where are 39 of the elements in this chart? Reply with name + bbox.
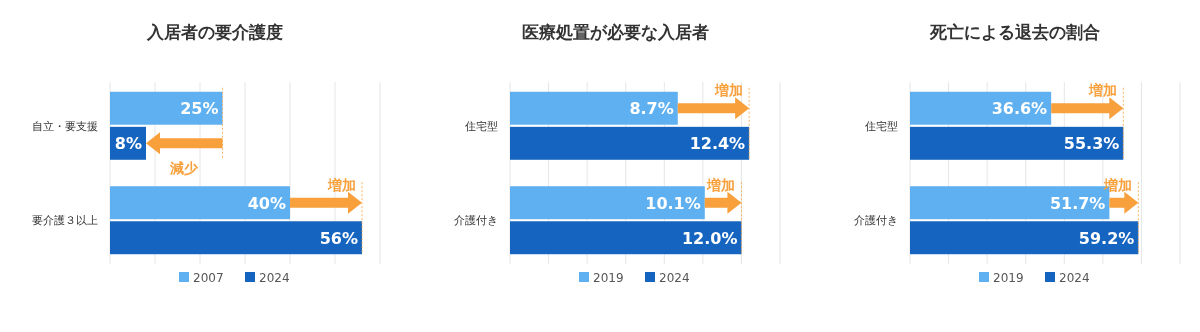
bar (110, 91, 223, 125)
bar (910, 126, 1124, 160)
data-label: 10.1% (645, 193, 701, 213)
legend-label: 2019 (993, 271, 1024, 285)
data-label: 25% (180, 99, 219, 119)
chart-title: 医療処置が必要な入居者 (521, 22, 709, 42)
bar (910, 221, 1139, 255)
legend-label: 2024 (1059, 271, 1090, 285)
annotation: 減少 (169, 160, 200, 177)
data-label: 55.3% (1063, 134, 1120, 154)
legend-label: 2024 (259, 271, 290, 285)
chart-title: 死亡による退去の割合 (929, 22, 1100, 42)
bar (510, 221, 742, 255)
y-tick-label: 住宅型 (465, 119, 498, 133)
annotation: 増加 (714, 82, 744, 99)
data-label: 12.4% (689, 134, 746, 154)
data-label: 51.7% (1049, 193, 1106, 213)
bar (510, 126, 750, 160)
data-label: 36.6% (991, 99, 1048, 119)
y-tick-label: 介護付き (454, 214, 498, 228)
data-label: 59.2% (1078, 228, 1135, 248)
legend-label: 2007 (193, 271, 224, 285)
data-label: 40% (247, 193, 286, 213)
data-label: 8% (114, 134, 142, 154)
data-label: 56% (319, 228, 358, 248)
annotation: 増加 (1103, 176, 1133, 193)
legend-label: 2024 (659, 271, 690, 285)
annotation: 増加 (706, 176, 736, 193)
annotation: 増加 (327, 176, 356, 193)
annotation: 増加 (1088, 82, 1118, 99)
data-label: 8.7% (629, 99, 674, 119)
data-label: 12.0% (681, 228, 738, 248)
bar (110, 221, 362, 255)
y-tick-label: 住宅型 (865, 119, 898, 133)
legend-label: 2019 (593, 271, 624, 285)
y-tick-label: 要介護３以上 (32, 214, 98, 228)
chart-title: 入居者の要介護度 (146, 22, 283, 42)
y-tick-label: 自立・要支援 (32, 119, 98, 133)
y-tick-label: 介護付き (854, 214, 898, 228)
